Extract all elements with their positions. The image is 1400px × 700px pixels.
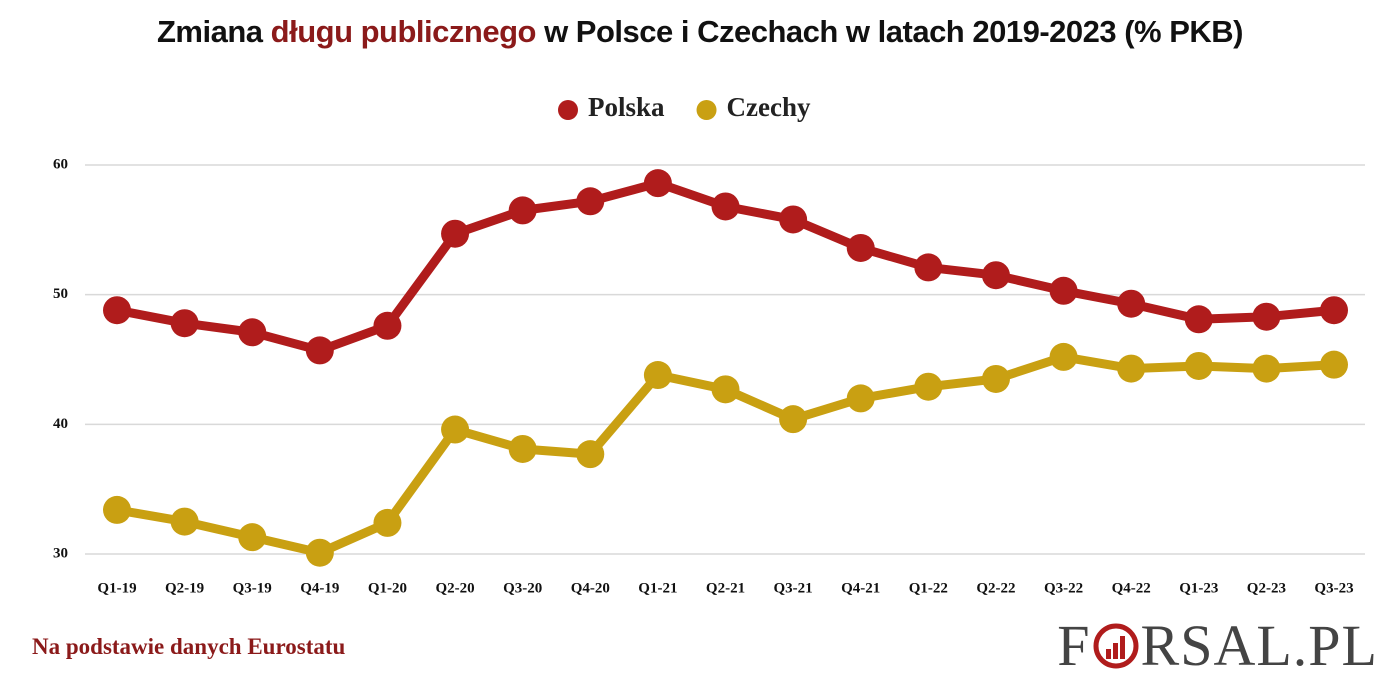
legend-label: Polska [588, 92, 665, 122]
data-point [1117, 289, 1146, 318]
data-point [1049, 342, 1078, 371]
data-point [1184, 305, 1213, 334]
x-tick-label: Q1-21 [638, 580, 677, 596]
source-note: Na podstawie danych Eurostatu [32, 634, 346, 659]
y-tick-label: 50 [53, 286, 68, 302]
data-point [238, 523, 267, 552]
data-point [576, 187, 605, 216]
data-point [1117, 354, 1146, 383]
x-tick-label: Q3-23 [1314, 580, 1353, 596]
x-tick-label: Q4-20 [571, 580, 610, 596]
data-point [1049, 276, 1078, 305]
title-part: Zmiana [157, 14, 263, 49]
data-point [1320, 350, 1348, 379]
x-tick-label: Q2-22 [976, 580, 1015, 596]
data-point [779, 205, 808, 234]
chart-title: Zmiana długu publicznego w Polsce i Czec… [0, 14, 1400, 50]
x-tick-label: Q1-20 [368, 580, 407, 596]
data-point [305, 336, 334, 365]
data-point [914, 372, 943, 401]
data-point [441, 415, 470, 444]
x-tick-label: Q4-19 [300, 580, 339, 596]
x-tick-label: Q4-22 [1112, 580, 1151, 596]
data-point [846, 233, 875, 262]
data-point [711, 192, 740, 221]
data-point [1320, 296, 1348, 325]
logo-text: F [1057, 613, 1091, 678]
data-point [711, 375, 740, 404]
title-part: w Polsce i Czechach w latach 2019-2023 (… [544, 14, 1243, 49]
data-point [103, 495, 131, 524]
data-point [1184, 351, 1213, 380]
legend-marker [696, 100, 717, 120]
data-point [508, 196, 537, 225]
data-point [981, 364, 1010, 393]
x-tick-label: Q4-21 [841, 580, 880, 596]
x-tick-label: Q2-20 [435, 580, 474, 596]
logo-text: RSAL.PL [1140, 613, 1378, 678]
data-point [846, 384, 875, 413]
y-tick-label: 40 [53, 416, 68, 432]
logo-icon [1093, 623, 1139, 668]
x-tick-label: Q2-21 [706, 580, 745, 596]
x-tick-label: Q1-19 [97, 580, 136, 596]
x-tick-label: Q3-19 [233, 580, 272, 596]
legend-marker [558, 100, 578, 120]
data-point [305, 538, 334, 567]
legend-label: Czechy [727, 92, 811, 122]
data-point [373, 311, 402, 340]
data-point [643, 169, 672, 198]
data-point [508, 434, 537, 463]
data-point [1252, 354, 1281, 383]
y-tick-label: 60 [53, 156, 68, 172]
data-point [643, 361, 672, 390]
data-point [981, 261, 1010, 290]
data-point [914, 253, 943, 282]
data-point [1252, 302, 1281, 331]
logo: F RSAL.PL [1057, 612, 1378, 679]
x-tick-label: Q3-21 [774, 580, 813, 596]
data-point [170, 309, 199, 338]
data-point [170, 507, 199, 536]
y-tick-label: 30 [53, 545, 68, 561]
data-point [103, 296, 131, 325]
data-point [576, 440, 605, 469]
data-point [441, 219, 470, 248]
data-point [779, 405, 808, 434]
x-tick-label: Q3-20 [503, 580, 542, 596]
data-point [373, 508, 402, 537]
title-highlight: długu publicznego [270, 14, 537, 49]
data-point [238, 318, 267, 347]
x-tick-label: Q1-23 [1179, 580, 1218, 596]
x-tick-label: Q1-22 [909, 580, 948, 596]
x-tick-label: Q3-22 [1044, 580, 1083, 596]
x-tick-label: Q2-23 [1247, 580, 1286, 596]
x-tick-label: Q2-19 [165, 580, 204, 596]
